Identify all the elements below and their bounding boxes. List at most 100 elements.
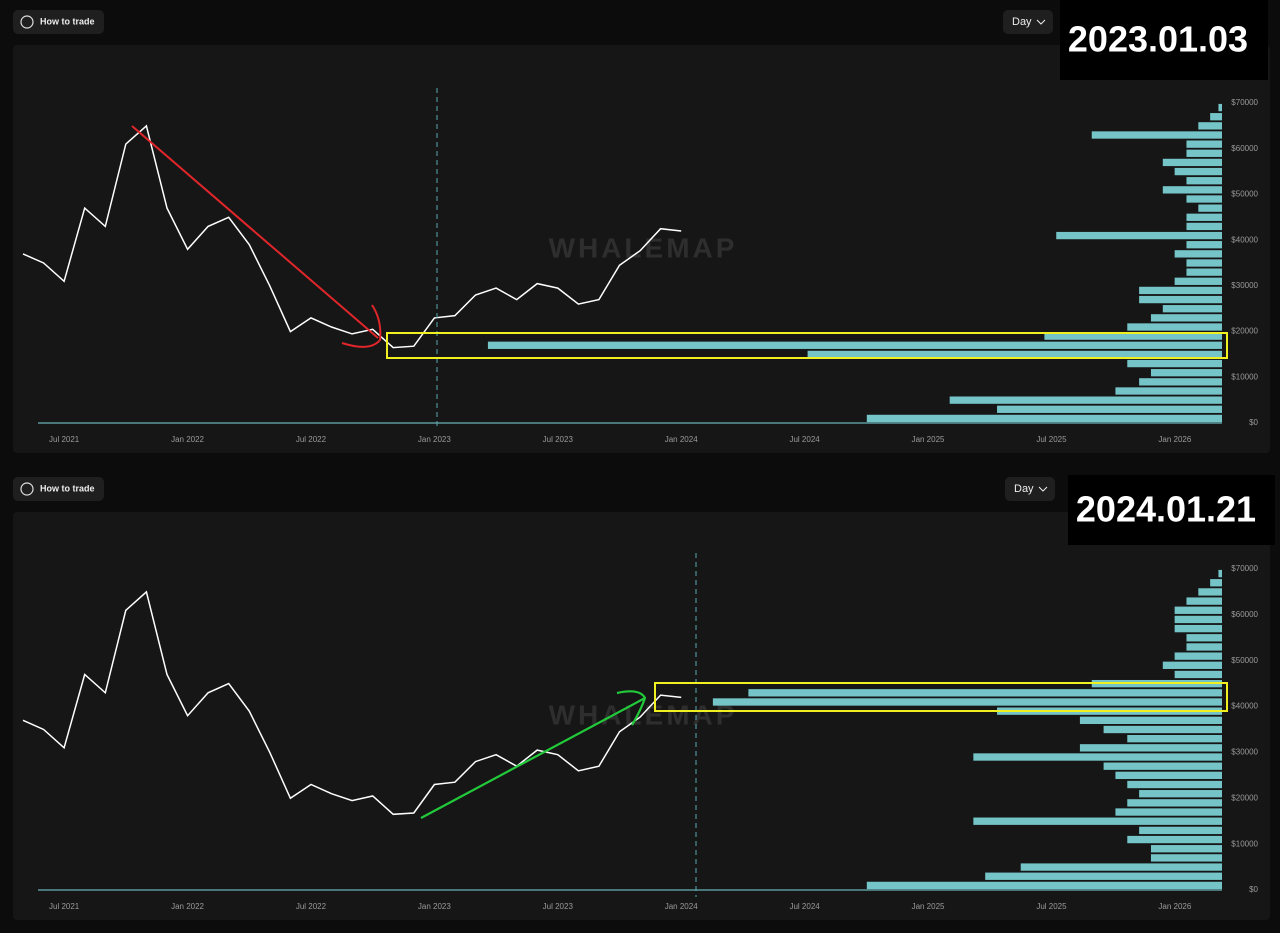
y-tick-label: $40000 [1231, 702, 1258, 711]
profile-bar [1186, 597, 1222, 605]
date-label: 2023.01.03 [1068, 19, 1248, 60]
profile-bar [949, 396, 1222, 404]
price-line [22, 590, 682, 816]
profile-bar [1210, 579, 1222, 587]
profile-bar [1115, 771, 1222, 780]
profile-bar [1091, 131, 1222, 139]
profile-bar [1186, 241, 1222, 249]
x-tick-label: Jan 2022 [171, 435, 204, 444]
x-tick-label: Jul 2024 [789, 435, 820, 444]
profile-bar [1162, 661, 1222, 669]
profile-bar [1186, 177, 1222, 185]
profile-bar [1186, 268, 1222, 276]
profile-bar [1174, 277, 1222, 285]
profile-bar [1139, 790, 1222, 798]
x-tick-label: Jul 2025 [1036, 902, 1067, 911]
x-tick-label: Jul 2024 [789, 902, 820, 911]
profile-bar [748, 689, 1222, 697]
profile-bar [1186, 643, 1222, 651]
profile-bar [1150, 314, 1222, 322]
interval-select[interactable] [1005, 477, 1055, 501]
x-tick-label: Jan 2025 [912, 435, 945, 444]
y-tick-label: $0 [1249, 885, 1258, 894]
button-label: How to trade [40, 16, 95, 26]
profile-bar [1174, 615, 1222, 624]
profile-bar [1218, 103, 1222, 112]
profile-bar [1127, 735, 1222, 743]
up-arrow [420, 697, 646, 819]
profile-bar [1103, 725, 1222, 734]
profile-bar [866, 881, 1222, 890]
profile-bar [1174, 624, 1222, 633]
arrow-head [341, 304, 382, 348]
profile-bar [1056, 231, 1222, 240]
profile-bar [487, 341, 1222, 349]
button-label: How to trade [40, 483, 95, 493]
watermark: WHALEMAP [549, 232, 738, 263]
how-to-trade-button[interactable] [13, 10, 104, 34]
profile-bar [1139, 826, 1222, 835]
x-tick-label: Jan 2022 [171, 902, 204, 911]
y-tick-label: $20000 [1231, 793, 1258, 802]
profile-bar [1174, 670, 1222, 679]
profile-bar [1198, 122, 1222, 130]
chevron [1038, 486, 1048, 492]
down-arrow [131, 125, 379, 339]
profile-bar [1186, 222, 1222, 231]
profile-bar [1186, 140, 1222, 148]
x-tick-label: Jan 2024 [665, 435, 698, 444]
profile-bar [1079, 716, 1222, 724]
date-box [1060, 0, 1268, 80]
plots: $0 $10000 $20000 $30000 $40000 $50000 $60000 $7… [22, 98, 1259, 911]
x-tick-label: Jul 2022 [296, 435, 327, 444]
x-tick-label: Jan 2024 [665, 902, 698, 911]
how-to-trade-button[interactable] [13, 477, 104, 501]
profile-bar [1174, 606, 1222, 614]
highlight-box [386, 332, 1228, 359]
y-tick-label: $60000 [1231, 610, 1258, 619]
x-tick-label: Jul 2023 [543, 902, 574, 911]
profile-bar [1150, 845, 1222, 853]
profile-bar [1020, 863, 1222, 871]
profile-bar [1115, 808, 1222, 816]
y-tick-label: $30000 [1231, 281, 1258, 290]
x-tick-label: Jul 2022 [296, 902, 327, 911]
y-tick-label: $10000 [1231, 372, 1258, 381]
profile-bar [997, 405, 1222, 413]
dollar-icon [20, 15, 34, 29]
profile-bar [1127, 780, 1222, 789]
x-tick-label: Jan 2023 [418, 435, 451, 444]
highlight-box [654, 682, 1228, 712]
profile-bar [1174, 250, 1222, 258]
profile-bar [1186, 149, 1222, 157]
profile-bar [712, 698, 1222, 706]
interval-select[interactable] [1003, 10, 1053, 34]
y-tick-label: $10000 [1231, 839, 1258, 848]
profile-bar [1174, 167, 1222, 176]
y-tick-label: $20000 [1231, 327, 1258, 336]
y-tick-label: $30000 [1231, 748, 1258, 757]
chevron [1036, 19, 1046, 25]
profile-bar [1198, 588, 1222, 596]
profile-bar [1198, 204, 1222, 212]
profile-bar [1127, 835, 1222, 844]
profile-bar [1162, 158, 1222, 167]
profile-bar [1186, 634, 1222, 642]
y-tick-label: $0 [1249, 418, 1258, 427]
profile-bar [1210, 113, 1222, 121]
profile-bar [1139, 378, 1222, 386]
x-tick-label: Jan 2025 [912, 902, 945, 911]
y-tick-label: $60000 [1231, 144, 1258, 153]
profile-bar [1186, 195, 1222, 203]
profile-bar [1103, 762, 1222, 770]
x-tick-label: Jan 2026 [1158, 902, 1191, 911]
profile-bar [807, 350, 1222, 359]
profile-bar [973, 753, 1222, 761]
x-tick-label: Jul 2023 [543, 435, 574, 444]
x-tick-label: Jan 2026 [1158, 435, 1191, 444]
profile-bar [1139, 295, 1222, 304]
profile-bar [1127, 799, 1222, 807]
profile-bar [1174, 652, 1222, 660]
